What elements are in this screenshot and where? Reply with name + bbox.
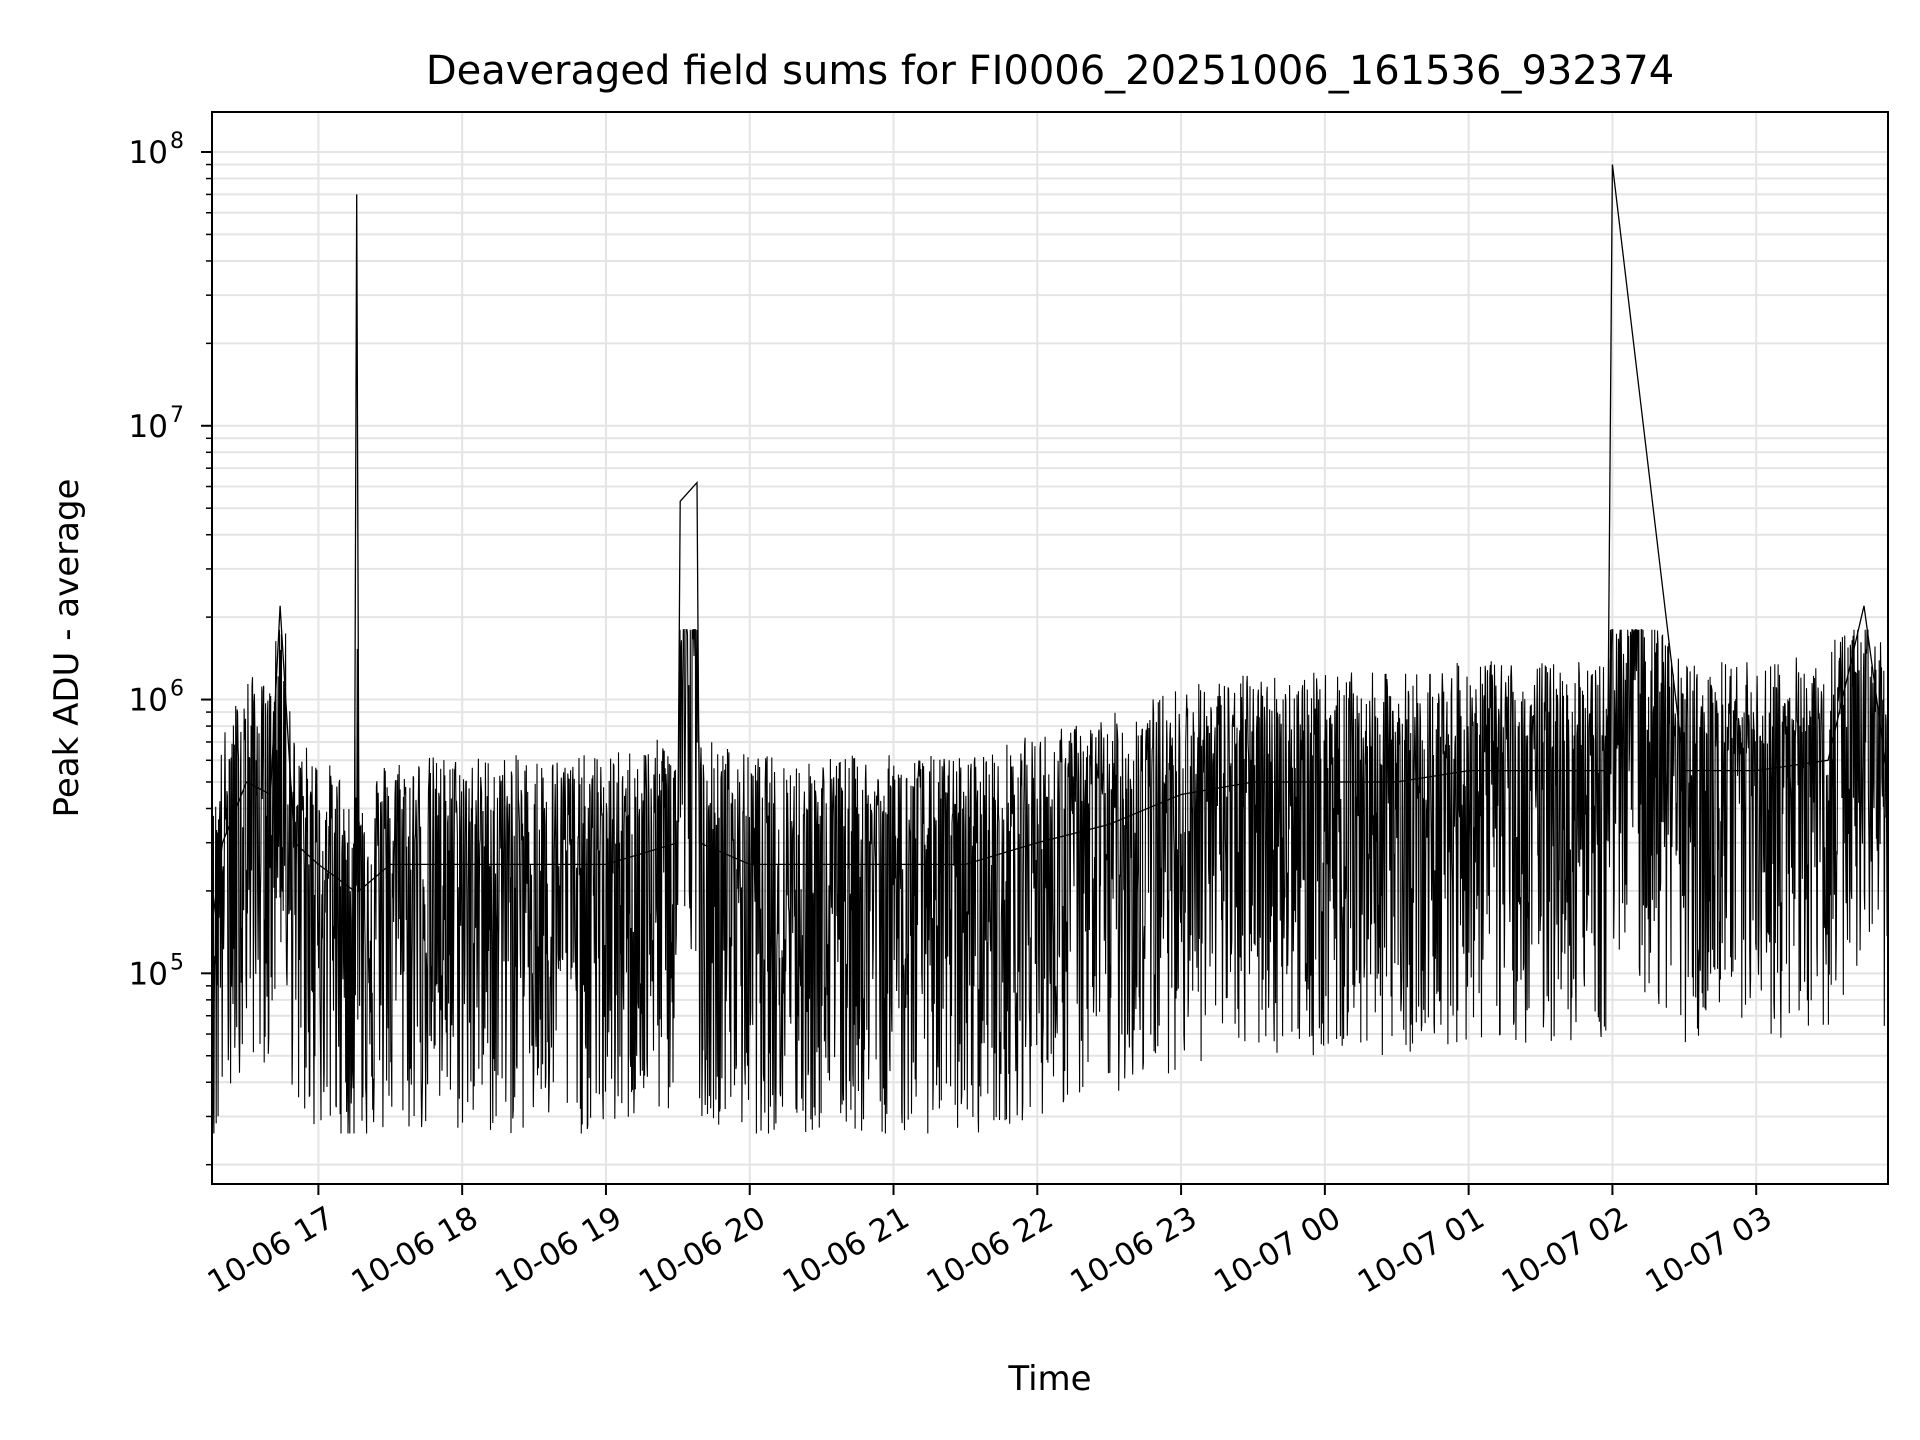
y-tick-label: 10 <box>129 409 168 445</box>
chart-title: Deaveraged field sums for FI0006_2025100… <box>426 48 1674 94</box>
series-line <box>211 164 1889 926</box>
y-tick-exponent: 5 <box>170 950 184 975</box>
y-tick-exponent: 6 <box>170 677 184 702</box>
plot-frame <box>211 111 1889 1185</box>
y-tick-label: 10 <box>129 956 168 992</box>
y-axis-label: Peak ADU - average <box>47 479 87 818</box>
y-tick-exponent: 7 <box>170 403 184 428</box>
y-tick-label: 10 <box>129 135 168 171</box>
x-axis-label: Time <box>1007 1359 1091 1399</box>
y-tick-label: 10 <box>129 683 168 719</box>
y-tick-exponent: 8 <box>170 129 184 154</box>
